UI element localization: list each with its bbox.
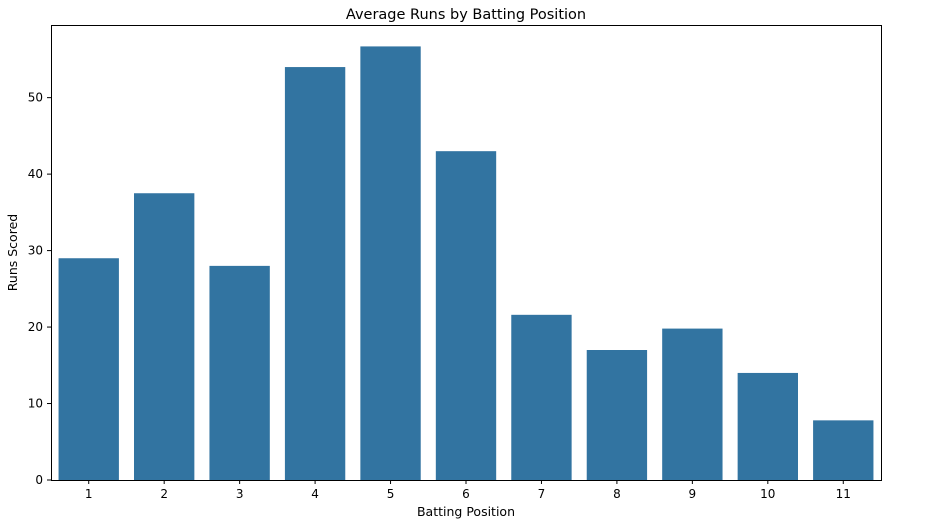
y-tick-label: 10 (28, 397, 43, 411)
plot-area-frame (51, 25, 882, 481)
x-tick-label: 4 (311, 487, 319, 501)
bar-position-2 (134, 193, 195, 481)
bars-group (58, 46, 874, 481)
y-tick-label: 20 (28, 320, 43, 334)
chart-title: Average Runs by Batting Position (346, 7, 586, 23)
bar-position-10 (737, 372, 798, 480)
bar-position-11 (813, 420, 874, 480)
x-tick-label: 3 (236, 487, 244, 501)
y-axis-label: Runs Scored (5, 214, 20, 291)
x-tick-label: 7 (538, 487, 546, 501)
bar-position-1 (58, 258, 119, 480)
x-tick-label: 9 (689, 487, 697, 501)
y-tick-label: 40 (28, 167, 43, 181)
x-tick-label: 6 (462, 487, 470, 501)
y-axis-ticks: 0 10 20 30 40 50 (28, 91, 51, 487)
x-tick-label: 5 (387, 487, 395, 501)
bar-position-9 (662, 328, 723, 480)
x-tick-label: 2 (160, 487, 168, 501)
bar-position-8 (586, 350, 648, 480)
x-axis-ticks: 1 2 3 4 5 6 7 8 9 10 11 (85, 480, 851, 501)
bar-position-5 (360, 46, 421, 480)
bar-position-7 (511, 314, 572, 480)
x-tick-label: 1 (85, 487, 93, 501)
y-tick-label: 50 (28, 91, 43, 105)
x-axis-label: Batting Position (417, 504, 515, 519)
bar-position-6 (435, 151, 497, 480)
y-tick-label: 30 (28, 244, 43, 258)
y-tick-label: 0 (35, 473, 43, 487)
bar-position-3 (209, 265, 270, 480)
bar-position-4 (284, 67, 346, 480)
x-tick-label: 8 (613, 487, 621, 501)
x-tick-label: 10 (760, 487, 775, 501)
x-tick-label: 11 (836, 487, 851, 501)
